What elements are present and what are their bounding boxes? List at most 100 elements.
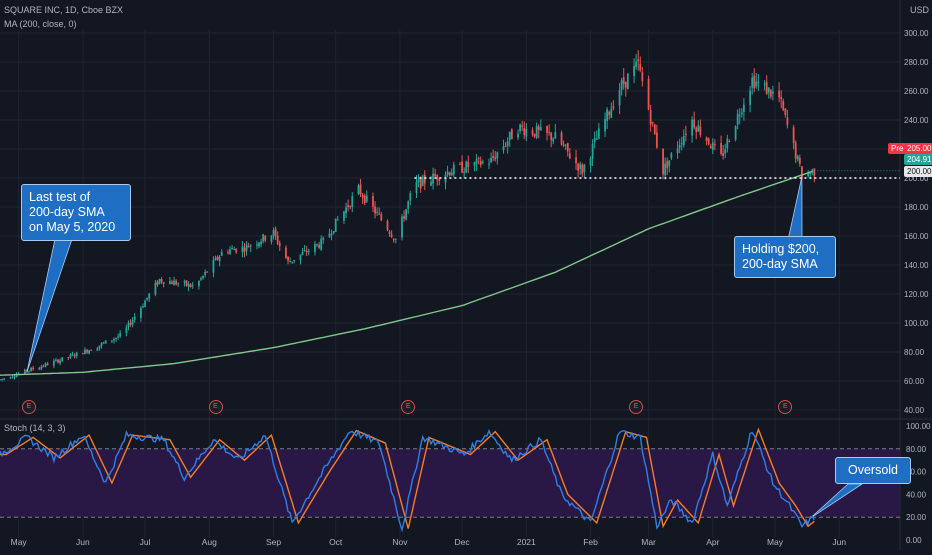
candle-body-169 <box>490 157 492 163</box>
candle-71 <box>204 269 207 278</box>
candle-body-40 <box>115 337 117 340</box>
candle-body-123 <box>357 185 360 194</box>
candle-body-69 <box>200 278 202 280</box>
candle-body-142 <box>409 193 412 201</box>
candle-body-280 <box>811 169 814 173</box>
callout-right-pointer <box>787 176 803 241</box>
candle-150 <box>434 168 437 178</box>
candle-body-180 <box>521 125 524 127</box>
candle-120 <box>347 199 350 212</box>
earnings-marker-4[interactable]: E <box>778 400 793 414</box>
candle-body-138 <box>401 216 403 238</box>
candle-body-107 <box>307 250 310 252</box>
candle-body-166 <box>479 160 482 166</box>
candle-body-273 <box>792 127 795 143</box>
candle-body-239 <box>693 119 696 128</box>
candle-228 <box>662 148 664 180</box>
earnings-marker-0[interactable]: E <box>22 400 36 414</box>
candle-183 <box>531 127 534 137</box>
currency-label: USD <box>910 5 930 15</box>
candle-62 <box>177 282 180 287</box>
earnings-marker-3[interactable]: E <box>629 400 644 414</box>
candle-body-231 <box>668 160 671 166</box>
candle-body-258 <box>749 90 752 105</box>
earnings-marker-1[interactable]: E <box>208 400 223 414</box>
stoch-title: Stoch (14, 3, 3) <box>4 423 66 433</box>
candle-213 <box>618 83 621 115</box>
candle-body-38 <box>110 340 113 342</box>
candle-body-170 <box>492 155 495 158</box>
candle-85 <box>245 241 248 256</box>
candle-body-88 <box>256 244 258 246</box>
candle-122 <box>351 192 354 213</box>
candle-185 <box>535 122 538 140</box>
candle-83 <box>241 241 244 258</box>
time-axis-label-4: Sep <box>266 537 281 547</box>
candle-164 <box>475 154 478 171</box>
candle-229 <box>664 157 667 180</box>
candle-body-117 <box>336 219 339 221</box>
candle-152 <box>438 177 441 186</box>
candle-236 <box>682 129 685 148</box>
candle-body-71 <box>204 271 207 275</box>
candle-206 <box>595 130 598 140</box>
candle-160 <box>463 167 466 178</box>
candle-body-173 <box>502 146 505 151</box>
candle-body-96 <box>276 235 279 244</box>
candle-body-33 <box>96 348 99 351</box>
candle-231 <box>668 160 671 173</box>
candle-body-105 <box>303 250 306 252</box>
candle-body-227 <box>655 132 658 148</box>
candle-149 <box>432 167 434 190</box>
candle-body-255 <box>738 115 741 117</box>
candle-255 <box>738 108 741 125</box>
candle-194 <box>562 140 565 148</box>
candle-76 <box>218 255 221 267</box>
candle-body-28 <box>81 353 84 355</box>
candle-72 <box>206 271 209 273</box>
candle-198 <box>575 149 577 170</box>
sma200-line <box>0 170 813 376</box>
candle-232 <box>670 152 673 161</box>
candle-body-277 <box>801 166 803 179</box>
candle-body-10 <box>28 370 30 372</box>
candle-body-259 <box>751 77 754 88</box>
candle-body-243 <box>705 137 708 141</box>
candle-113 <box>328 228 331 238</box>
candle-53 <box>154 279 157 297</box>
candle-89 <box>258 241 260 249</box>
candle-262 <box>757 74 760 91</box>
candle-body-19 <box>55 359 57 361</box>
candle-body-48 <box>140 307 142 318</box>
candle-body-207 <box>597 128 600 139</box>
candle-body-29 <box>84 349 86 355</box>
candle-body-55 <box>158 278 161 284</box>
candle-body-64 <box>185 280 188 286</box>
candle-196 <box>566 142 569 157</box>
candle-body-54 <box>156 281 159 285</box>
candle-body-250 <box>724 149 727 154</box>
candle-60 <box>173 276 175 286</box>
candle-body-22 <box>61 357 64 361</box>
candle-26 <box>73 353 76 359</box>
candle-body-158 <box>459 163 461 165</box>
candle-134 <box>388 230 391 237</box>
candle-body-187 <box>539 127 542 131</box>
earnings-marker-2[interactable]: E <box>401 400 416 414</box>
candle-body-264 <box>765 82 768 95</box>
candle-116 <box>334 218 337 233</box>
candle-body-103 <box>299 254 302 261</box>
candle-142 <box>409 190 412 206</box>
candle-body-220 <box>637 59 640 62</box>
candle-body-18 <box>52 360 55 366</box>
candle-body-112 <box>322 237 325 240</box>
candle-body-81 <box>233 249 236 251</box>
candle-168 <box>488 158 490 170</box>
candle-266 <box>769 88 772 100</box>
candle-37 <box>104 340 107 344</box>
candle-115 <box>332 230 335 235</box>
candle-body-49 <box>142 306 144 308</box>
candle-body-214 <box>620 80 623 90</box>
